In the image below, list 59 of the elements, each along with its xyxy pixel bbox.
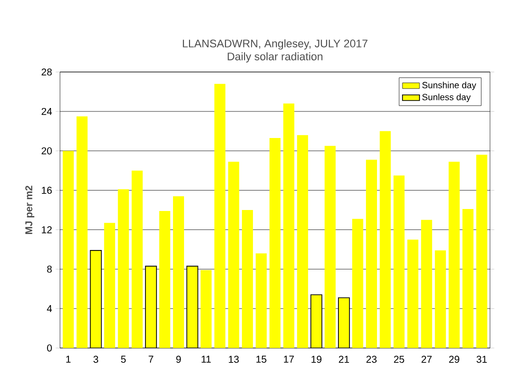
y-tick-label: 12 [42,226,52,234]
x-tick-label: 15 [256,356,266,363]
x-tick-label: 27 [422,356,432,363]
bar [324,146,336,348]
x-tick-label: 21 [338,356,349,363]
bar [448,162,460,348]
bar [462,209,474,348]
bar [283,104,294,348]
bar [394,175,405,348]
bar [366,160,377,348]
bar [104,222,116,348]
x-tick-label: 1 [66,356,71,363]
chart-subtitle: Daily solar radiation [228,52,322,62]
y-tick-label: 0 [47,344,52,352]
legend-label: Sunshine day [422,82,476,90]
y-tick-label: 20 [42,147,52,154]
x-tick-label: 13 [228,356,239,363]
bar [145,266,157,348]
bar [90,250,102,348]
y-axis-title: MJ per m2 [25,186,34,234]
x-tick-label: 11 [202,356,211,363]
y-tick-label: 24 [42,108,52,115]
bar [269,138,281,348]
x-tick-label: 19 [312,356,322,363]
x-tick-label: 3 [93,356,98,363]
bar [186,266,198,348]
bar [62,150,74,348]
bar [118,189,129,348]
x-tick-label: 31 [476,356,487,363]
x-tick-label: 25 [394,356,404,363]
y-tick-label: 4 [46,305,52,312]
bar [407,240,418,348]
bar [297,135,308,348]
x-tick-label: 7 [148,356,154,363]
x-tick-label: 17 [284,356,294,363]
bar [421,220,432,348]
bar [380,131,391,348]
bar [132,170,143,348]
bar [476,154,488,348]
x-tick-label: 9 [176,356,181,363]
bar [228,162,240,348]
y-tick-label: 28 [42,68,52,76]
x-tick-label: 23 [366,356,377,363]
bar [200,270,212,348]
y-tick-label: 16 [42,186,52,194]
chart-title: LLANSADWRN, Anglesey, JULY 2017 [182,39,368,50]
x-tick-label: 29 [449,356,460,363]
bar [310,294,322,348]
x-tick-label: 5 [121,356,126,363]
bar [434,250,446,348]
bar [352,218,364,348]
bar [159,210,170,348]
bar [256,253,267,348]
bar [76,116,88,348]
bar [214,84,226,348]
bar [242,210,253,348]
legend-label: Sunless day [422,94,471,102]
bar [173,196,184,348]
y-tick-label: 8 [47,266,52,273]
